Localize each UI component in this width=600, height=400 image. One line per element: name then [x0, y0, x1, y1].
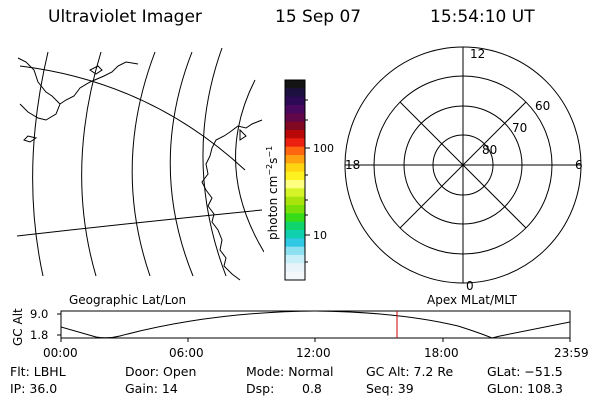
grid-arc [131, 51, 156, 277]
altitude-axis-title: GC Alt [11, 308, 25, 346]
polar-lat-label-60: 60 [535, 99, 550, 113]
colorbar-cell [285, 213, 305, 223]
colorbar-cell [285, 146, 305, 156]
colorbar: 100 10 photon cm−2s−1 [265, 79, 334, 281]
colorbar-tick-100: 100 [313, 142, 334, 155]
altitude-plot [57, 310, 571, 342]
app-title: Ultraviolet Imager [48, 7, 202, 27]
colorbar-cell [285, 263, 305, 273]
status-dsp-label: Dsp: [246, 381, 275, 396]
colorbar-cell [285, 138, 305, 148]
colorbar-cell [285, 238, 305, 248]
colorbar-cell [285, 130, 305, 139]
polar-lat-label-70: 70 [512, 121, 527, 135]
colorbar-cell [285, 271, 305, 281]
colorbar-cell [285, 221, 305, 231]
colorbar-cell [285, 255, 305, 264]
altitude-x-tick: 12:00 [296, 346, 331, 360]
polar-plot [344, 46, 582, 284]
colorbar-cell [285, 196, 305, 206]
colorbar-cell [285, 188, 305, 198]
latitude-line [19, 65, 246, 171]
status-glon: GLon: 108.3 [487, 381, 563, 396]
colorbar-cells [285, 80, 305, 281]
altitude-x-tick: 23:59 [554, 346, 589, 360]
grid-arc [169, 51, 194, 277]
colorbar-cell [285, 171, 305, 181]
status-ip: IP: 36.0 [10, 381, 58, 396]
colorbar-cell [285, 246, 305, 256]
polar-mlt-label-0: 0 [466, 279, 474, 293]
colorbar-cell [285, 80, 305, 89]
status-gain: Gain: 14 [125, 381, 178, 396]
colorbar-cell [285, 88, 305, 98]
colorbar-unit-label: photon cm−2s−1 [265, 146, 280, 240]
colorbar-cell [285, 230, 305, 239]
grid-arc [202, 47, 227, 277]
coastline [201, 119, 263, 281]
colorbar-cell [285, 155, 305, 164]
status-dsp-value: 0.8 [302, 381, 322, 396]
geographic-map [17, 47, 264, 281]
polar-mlt-label-12: 12 [470, 47, 485, 61]
polar-diagonal [399, 101, 527, 229]
colorbar-cell [285, 105, 305, 114]
header-date: 15 Sep 07 [275, 7, 362, 27]
geographic-label: Geographic Lat/Lon [69, 293, 186, 307]
colorbar-cell [285, 96, 305, 106]
status-mode: Mode: Normal [246, 364, 334, 379]
altitude-y-tick: 1.8 [30, 328, 48, 342]
status-seq: Seq: 39 [366, 381, 414, 396]
apex-label: Apex MLat/MLT [427, 293, 517, 307]
altitude-y-tick: 9.0 [30, 307, 48, 321]
altitude-x-tick: 18:00 [424, 346, 459, 360]
polar-lat-label-80: 80 [482, 143, 497, 157]
polar-mlt-label-6: 6 [575, 158, 583, 172]
polar-mlt-label-18: 18 [345, 158, 360, 172]
grid-arc [235, 79, 264, 253]
header-time: 15:54:10 UT [430, 7, 535, 27]
status-flt: Flt: LBHL [10, 364, 66, 379]
colorbar-cell [285, 113, 305, 123]
coastline [17, 57, 139, 143]
colorbar-cell [285, 180, 305, 189]
longitude-line [17, 209, 263, 237]
colorbar-cell [285, 163, 305, 173]
status-door: Door: Open [125, 364, 197, 379]
altitude-x-tick: 06:00 [169, 346, 204, 360]
colorbar-tick-10: 10 [313, 229, 327, 242]
colorbar-cell [285, 205, 305, 214]
status-gc-alt: GC Alt: 7.2 Re [366, 364, 454, 379]
colorbar-cell [285, 121, 305, 131]
altitude-x-tick: 00:00 [43, 346, 78, 360]
status-glat: GLat: −51.5 [487, 364, 563, 379]
grid-arc [32, 51, 49, 277]
grid-arc [81, 51, 102, 277]
altitude-curve [61, 311, 570, 338]
